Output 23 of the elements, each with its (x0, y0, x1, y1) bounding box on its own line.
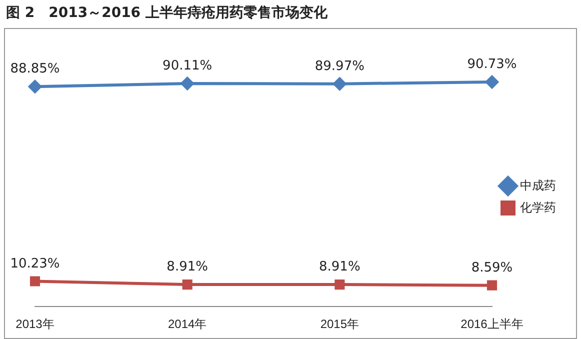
data-label: 8.91% (319, 260, 360, 275)
point (28, 80, 42, 94)
point (486, 75, 498, 88)
point (30, 276, 40, 286)
point (333, 77, 346, 90)
point (180, 76, 194, 90)
data-label: 8.91% (166, 260, 208, 275)
data-label: 90.11% (162, 58, 212, 74)
legend-label: 中成药 (520, 178, 556, 192)
x-tick-label: 2015年 (320, 317, 360, 332)
data-label: 8.59% (471, 260, 513, 276)
point (334, 280, 345, 290)
x-tick-label: 2014年 (168, 317, 207, 332)
data-label: 89.97% (314, 58, 364, 74)
data-label: 90.73% (467, 56, 517, 72)
x-tick-label: 2013年 (16, 317, 54, 332)
chart-title: 图 2 2013～2016 上半年痔疮用药零售市场变化 (6, 4, 328, 22)
x-tick-label: 2016上半年 (460, 317, 524, 332)
data-label: 88.85% (10, 62, 60, 77)
legend-label: 化学药 (520, 200, 556, 214)
point (182, 280, 192, 290)
point (486, 280, 498, 290)
data-label: 10.23% (10, 256, 60, 272)
